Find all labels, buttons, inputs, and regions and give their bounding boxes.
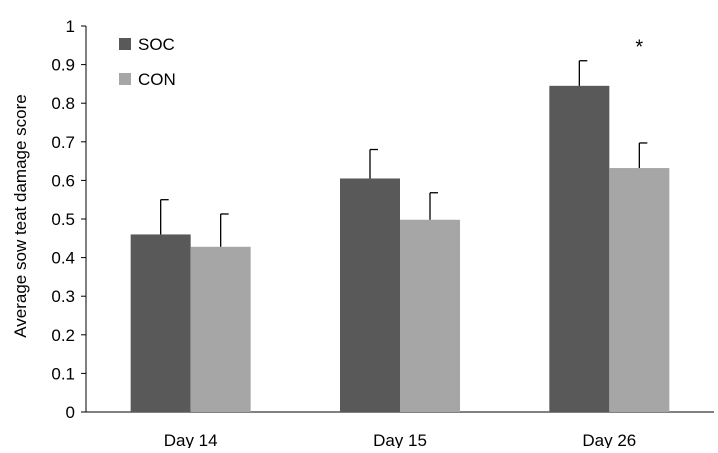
x-category-label: Day 14: [164, 431, 218, 448]
error-bars: [160, 60, 648, 247]
legend: SOC CON: [119, 35, 176, 89]
y-tick-label: 0.8: [51, 94, 75, 113]
annotations: *: [635, 36, 643, 58]
bar-soc: [130, 234, 191, 412]
y-tick-label: 0.4: [51, 249, 75, 268]
y-tick-label: 0: [66, 403, 75, 422]
legend-label-con: CON: [138, 70, 176, 89]
bar-con: [609, 168, 670, 412]
bars: [130, 85, 670, 412]
y-tick-label: 0.3: [51, 287, 75, 306]
y-tick-label: 0.2: [51, 326, 75, 345]
significance-marker: *: [635, 36, 643, 58]
y-tick-label: 0.9: [51, 56, 75, 75]
y-tick-label: 0.6: [51, 171, 75, 190]
bar-con: [190, 246, 251, 412]
y-tick-label: 0.7: [51, 133, 75, 152]
x-category-label: Day 15: [373, 431, 427, 448]
y-tick-label: 0.5: [51, 210, 75, 229]
legend-label-soc: SOC: [138, 35, 175, 54]
y-tick-label: 1: [66, 17, 75, 36]
y-axis-label: Average sow teat damage score: [11, 94, 30, 338]
bar-soc: [549, 85, 610, 412]
x-category-label: Day 26: [582, 431, 636, 448]
x-categories: Day 14 Day 15 Day 26: [164, 431, 637, 450]
legend-swatch-soc: [119, 38, 131, 50]
legend-swatch-con: [119, 73, 131, 85]
bar-con: [400, 219, 460, 412]
y-ticks: 0 0.1 0.2 0.3 0.4 0.5 0.6 0.7 0.8 0.9 1: [51, 17, 86, 422]
y-tick-label: 0.1: [51, 364, 75, 383]
bar-soc: [340, 178, 400, 412]
